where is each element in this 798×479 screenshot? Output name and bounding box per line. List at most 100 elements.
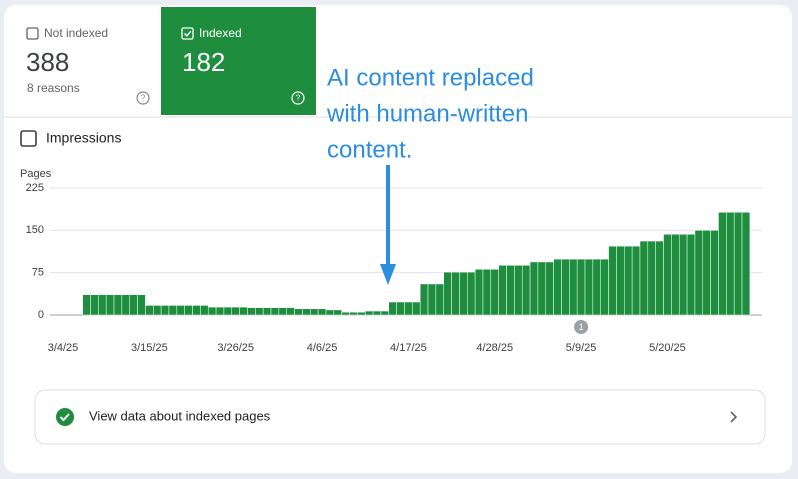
bar bbox=[506, 265, 515, 316]
y-tick-label: 150 bbox=[26, 224, 44, 236]
bar bbox=[490, 269, 499, 316]
bar bbox=[663, 234, 672, 316]
bar bbox=[419, 283, 429, 316]
bar bbox=[639, 240, 649, 316]
bar bbox=[357, 311, 366, 316]
checkbox-checked[interactable] bbox=[181, 27, 194, 40]
bar bbox=[404, 301, 413, 316]
bar bbox=[349, 311, 358, 316]
toggle-label: Impressions bbox=[46, 130, 121, 146]
bar bbox=[90, 294, 99, 316]
bar bbox=[592, 258, 601, 316]
bar bbox=[333, 309, 342, 316]
bar bbox=[168, 305, 178, 316]
bar bbox=[176, 305, 185, 316]
bar bbox=[105, 294, 115, 316]
bar bbox=[561, 258, 570, 316]
bar bbox=[733, 212, 743, 316]
help-icon[interactable]: ? bbox=[136, 91, 150, 105]
x-tick-label: 4/28/25 bbox=[476, 342, 513, 354]
bar bbox=[545, 261, 554, 316]
bar bbox=[498, 265, 507, 316]
bar bbox=[412, 301, 421, 316]
y-tick-label: 225 bbox=[26, 182, 44, 194]
y-tick-label: 0 bbox=[38, 309, 44, 321]
bar bbox=[160, 305, 170, 316]
link-button[interactable]: View data about indexed pages bbox=[34, 389, 766, 445]
bar bbox=[482, 269, 492, 316]
annotation-text: AI content replaced bbox=[327, 64, 534, 91]
bar bbox=[467, 271, 476, 316]
bar bbox=[137, 294, 146, 316]
bar bbox=[569, 258, 578, 316]
x-tick-label: 5/9/25 bbox=[566, 342, 597, 354]
bar bbox=[686, 234, 696, 316]
help-icon[interactable]: ? bbox=[291, 91, 305, 105]
checkbox[interactable] bbox=[26, 27, 39, 40]
bar bbox=[537, 261, 547, 316]
checkbox[interactable] bbox=[20, 130, 37, 147]
x-tick-label: 3/15/25 bbox=[131, 342, 168, 354]
card-active[interactable] bbox=[161, 7, 316, 115]
bar bbox=[443, 271, 452, 316]
bar bbox=[278, 307, 287, 316]
link-text[interactable]: View data about indexed pages bbox=[89, 408, 271, 423]
bar bbox=[239, 306, 248, 316]
bar bbox=[694, 230, 704, 316]
event-marker bbox=[574, 320, 589, 334]
bar bbox=[129, 294, 138, 316]
arrow-head bbox=[380, 264, 396, 285]
bar bbox=[192, 305, 201, 316]
bar bbox=[435, 283, 444, 316]
bar bbox=[718, 212, 727, 316]
bar bbox=[655, 240, 664, 316]
x-tick-label: 4/6/25 bbox=[307, 342, 338, 354]
panel bbox=[4, 5, 792, 473]
bar bbox=[474, 269, 484, 316]
bar bbox=[82, 294, 91, 316]
bar bbox=[113, 294, 123, 316]
bar bbox=[514, 265, 523, 316]
bar bbox=[427, 283, 437, 316]
bar bbox=[325, 309, 335, 316]
bar bbox=[388, 301, 397, 316]
bar bbox=[255, 307, 264, 316]
bar bbox=[262, 307, 272, 316]
bar bbox=[647, 240, 656, 316]
annotation-text: with human-written bbox=[326, 100, 528, 127]
bar bbox=[341, 311, 350, 316]
bar bbox=[98, 294, 107, 316]
bar bbox=[231, 306, 240, 316]
x-tick-label: 5/20/25 bbox=[649, 342, 686, 354]
bar bbox=[529, 261, 539, 316]
bar bbox=[310, 308, 319, 316]
bar bbox=[710, 230, 719, 316]
card-label: Indexed bbox=[199, 26, 242, 40]
bar bbox=[207, 306, 217, 316]
bar bbox=[726, 212, 735, 316]
bar bbox=[372, 310, 382, 316]
bar bbox=[584, 258, 594, 316]
bar bbox=[364, 310, 374, 316]
event-marker-label: 1 bbox=[579, 322, 584, 332]
x-tick-label: 3/4/25 bbox=[48, 342, 79, 354]
card-label: Not indexed bbox=[44, 26, 108, 40]
bar bbox=[200, 305, 209, 316]
annotation: AI content replaced with human-written con… bbox=[326, 64, 534, 163]
bar bbox=[145, 305, 154, 316]
bar bbox=[247, 307, 256, 316]
bar bbox=[600, 258, 609, 316]
bar bbox=[671, 234, 680, 316]
bar bbox=[184, 305, 193, 316]
bar bbox=[678, 234, 688, 316]
x-tick-label: 4/17/25 bbox=[390, 342, 427, 354]
bar bbox=[223, 306, 233, 316]
bar bbox=[317, 308, 327, 316]
bar bbox=[380, 310, 390, 316]
bar bbox=[631, 245, 641, 316]
bar bbox=[396, 301, 405, 316]
bar bbox=[451, 271, 460, 316]
x-tick-label: 3/26/25 bbox=[217, 342, 254, 354]
